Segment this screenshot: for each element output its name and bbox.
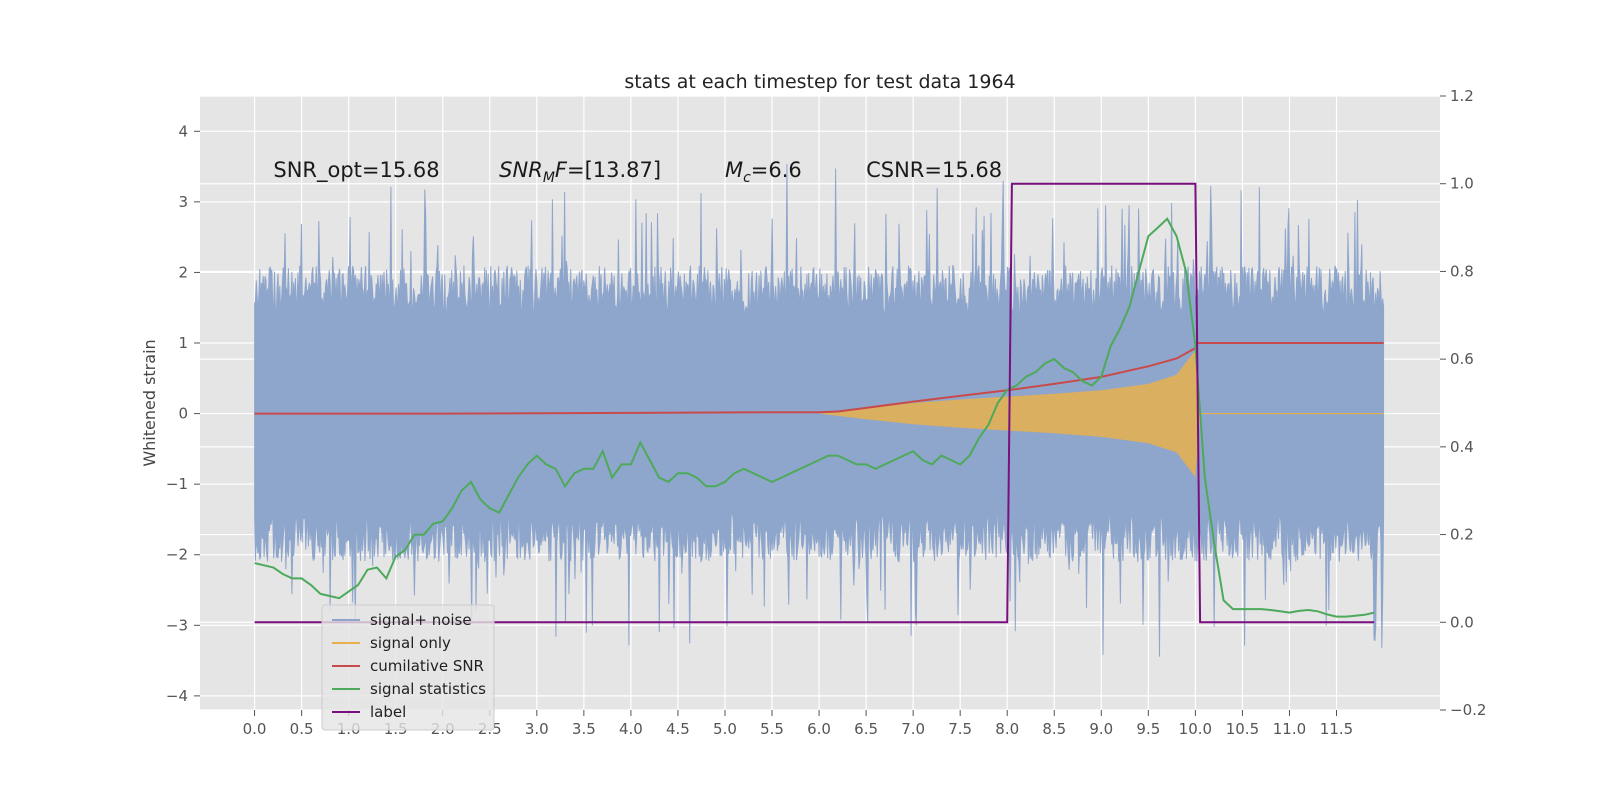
x-tick-label: 5.5 [760,720,784,738]
noise-upper [254,163,1385,415]
y2-tick-label: 0.4 [1450,438,1474,456]
y-tick-label: −2 [166,546,188,564]
x-tick-label: 4.0 [619,720,643,738]
x-tick-label: 9.0 [1089,720,1113,738]
y2-tick-label: 0.8 [1450,262,1474,280]
legend-label: signal+ noise [370,611,472,629]
series-cumilative-snr [254,342,1384,415]
series-label [254,182,1375,624]
x-tick-label: 0.0 [243,720,267,738]
annotation-csnr: CSNR=15.68 [866,158,1002,182]
y-tick-label: −3 [166,616,188,634]
y2-tick-label: 1.0 [1450,175,1474,193]
legend: signal+ noise signal only cumilative SNR si… [321,604,495,731]
noise-lower [254,413,1385,657]
x-tick-label: 6.0 [807,720,831,738]
x-tick-label: 5.0 [713,720,737,738]
y-tick-label: 3 [178,193,188,211]
y-axis-label: Whitened strain [140,339,159,466]
x-tick-label: 10.5 [1226,720,1259,738]
x-tick-label: 10.0 [1179,720,1212,738]
y-tick-label: 1 [178,334,188,352]
legend-box [321,604,495,731]
chart-title: stats at each timestep for test data 196… [624,71,1015,93]
x-tick-label: 3.5 [572,720,596,738]
x-tick-label: 4.5 [666,720,690,738]
y2-tick-label: 0.6 [1450,350,1474,368]
annotation-snr-opt: SNR_opt=15.68 [273,158,439,183]
legend-label: signal statistics [370,680,486,698]
signal-noise-series [254,163,1385,657]
y2-tick-label: −0.2 [1450,701,1486,719]
x-tick-label: 8.0 [995,720,1019,738]
x-tick-label: 7.5 [948,720,972,738]
y2-tick-label: 0.0 [1450,613,1474,631]
x-tick-label: 3.0 [525,720,549,738]
x-tick-label: 11.0 [1273,720,1306,738]
y-tick-label: 0 [178,405,188,423]
y-tick-label: −4 [166,687,188,705]
y-tick-label: 4 [178,122,188,140]
annotation-snr-mf: SNRMF=[13.87] [499,158,661,186]
axes: 0.00.51.01.52.02.53.03.54.04.55.05.56.06… [166,87,1487,738]
annotation-mc: Mc=6.6 [725,158,802,186]
legend-label: label [370,703,406,721]
legend-label: signal only [370,634,451,652]
y-tick-label: 2 [178,263,188,281]
line-series [254,182,1384,624]
y-tick-label: −1 [166,475,188,493]
x-tick-label: 11.5 [1320,720,1353,738]
x-tick-label: 9.5 [1136,720,1160,738]
x-tick-label: 6.5 [854,720,878,738]
x-tick-label: 8.5 [1042,720,1066,738]
x-tick-label: 7.0 [901,720,925,738]
y2-tick-label: 1.2 [1450,87,1474,105]
series-signal-statistics [254,217,1375,618]
legend-label: cumilative SNR [370,657,484,675]
x-tick-label: 0.5 [290,720,314,738]
y2-tick-label: 0.2 [1450,526,1474,544]
annotations: SNR_opt=15.68 SNRMF=[13.87] Mc=6.6 CSNR=15.… [273,158,1002,186]
